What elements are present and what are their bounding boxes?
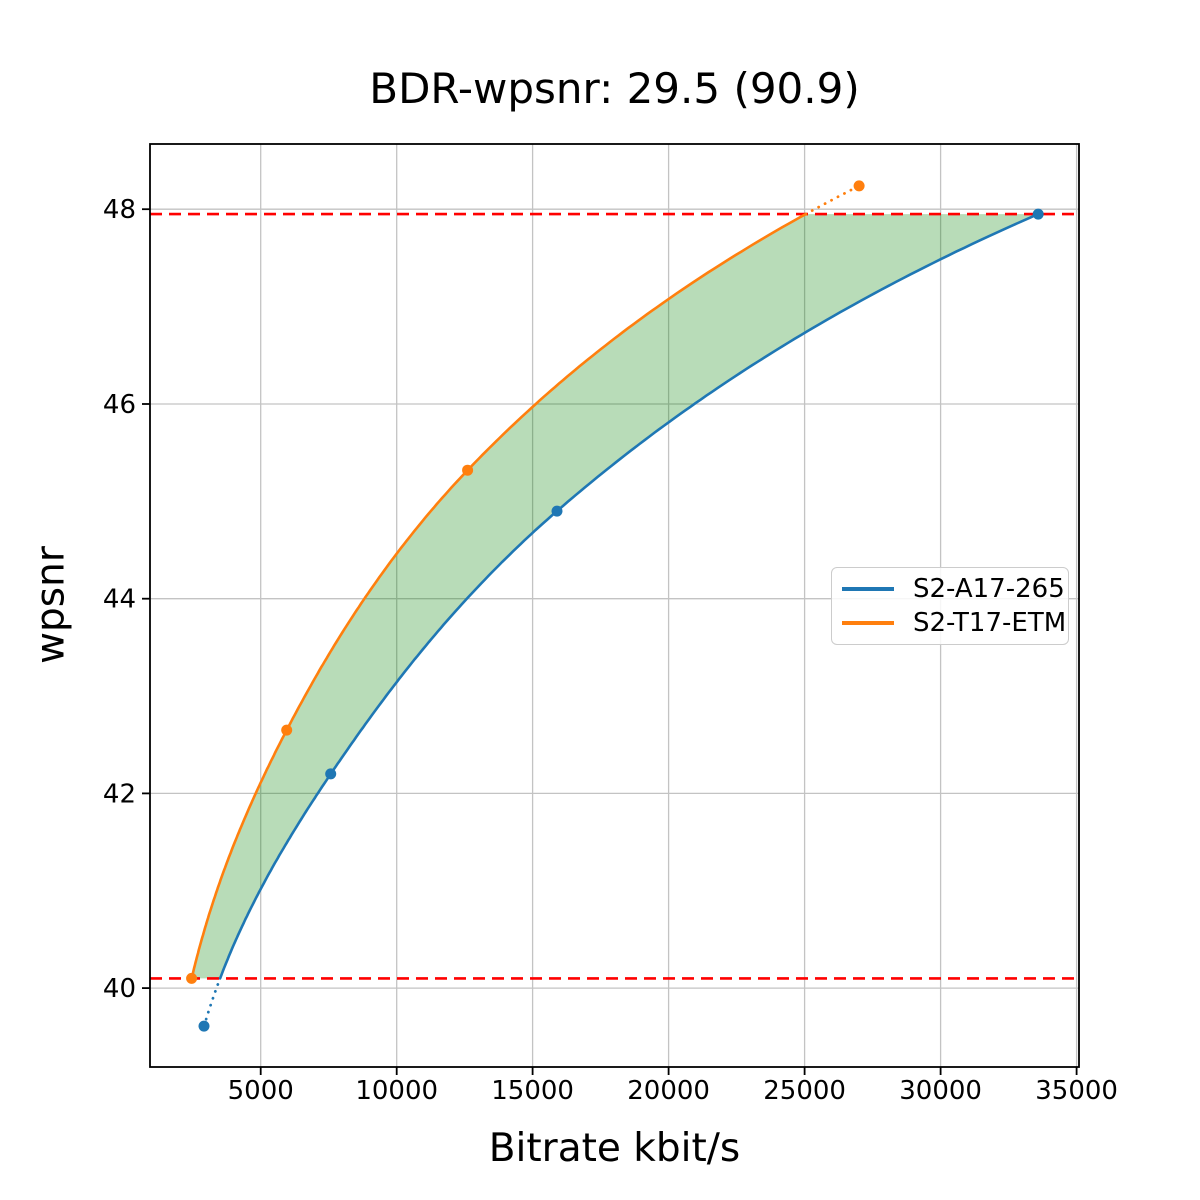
data-point-marker-S2-A17-265 [551,505,563,517]
y-tick-label: 42 [103,779,136,809]
y-tick-label: 48 [103,195,136,225]
legend: S2-A17-265 S2-T17-ETM [831,567,1069,645]
y-tick-label: 40 [103,974,136,1004]
legend-line-sample-blue [842,587,894,591]
series-line-S2-T17-ETM [190,212,808,980]
series-line-S2-A17-265 [218,212,1040,980]
chart-title: BDR-wpsnr: 29.5 (90.9) [369,64,860,113]
legend-line-sample-orange [842,621,894,625]
data-point-marker-S2-A17-265 [1032,208,1044,220]
data-point-marker-S2-T17-ETM [281,724,293,736]
x-tick-label: 5000 [228,1076,294,1106]
axes-spines [149,143,1080,1068]
x-tick-label: 30000 [899,1076,982,1106]
legend-label: S2-T17-ETM [913,608,1067,638]
legend-item: S2-T17-ETM [832,610,1068,636]
bd-shaded-area [191,214,1039,979]
legend-label: S2-A17-265 [913,574,1065,604]
y-tick-label: 46 [103,390,136,420]
series-dotted-S2-A17-265 [202,977,222,1028]
series-dotted-S2-T17-ETM [804,184,861,216]
x-tick-label: 10000 [355,1076,438,1106]
y-tick-label: 44 [103,585,136,615]
legend-item: S2-A17-265 [832,576,1068,602]
data-point-marker-S2-T17-ETM [462,464,474,476]
data-point-marker-S2-A17-265 [325,768,337,780]
data-point-marker-S2-T17-ETM [853,180,865,192]
x-axis-label: Bitrate kbit/s [488,1126,741,1171]
x-tick-label: 20000 [627,1076,710,1106]
x-tick-label: 35000 [1035,1076,1118,1106]
data-point-marker-S2-A17-265 [198,1020,210,1032]
x-tick-label: 25000 [763,1076,846,1106]
data-point-marker-S2-T17-ETM [186,972,198,984]
x-tick-label: 15000 [491,1076,574,1106]
